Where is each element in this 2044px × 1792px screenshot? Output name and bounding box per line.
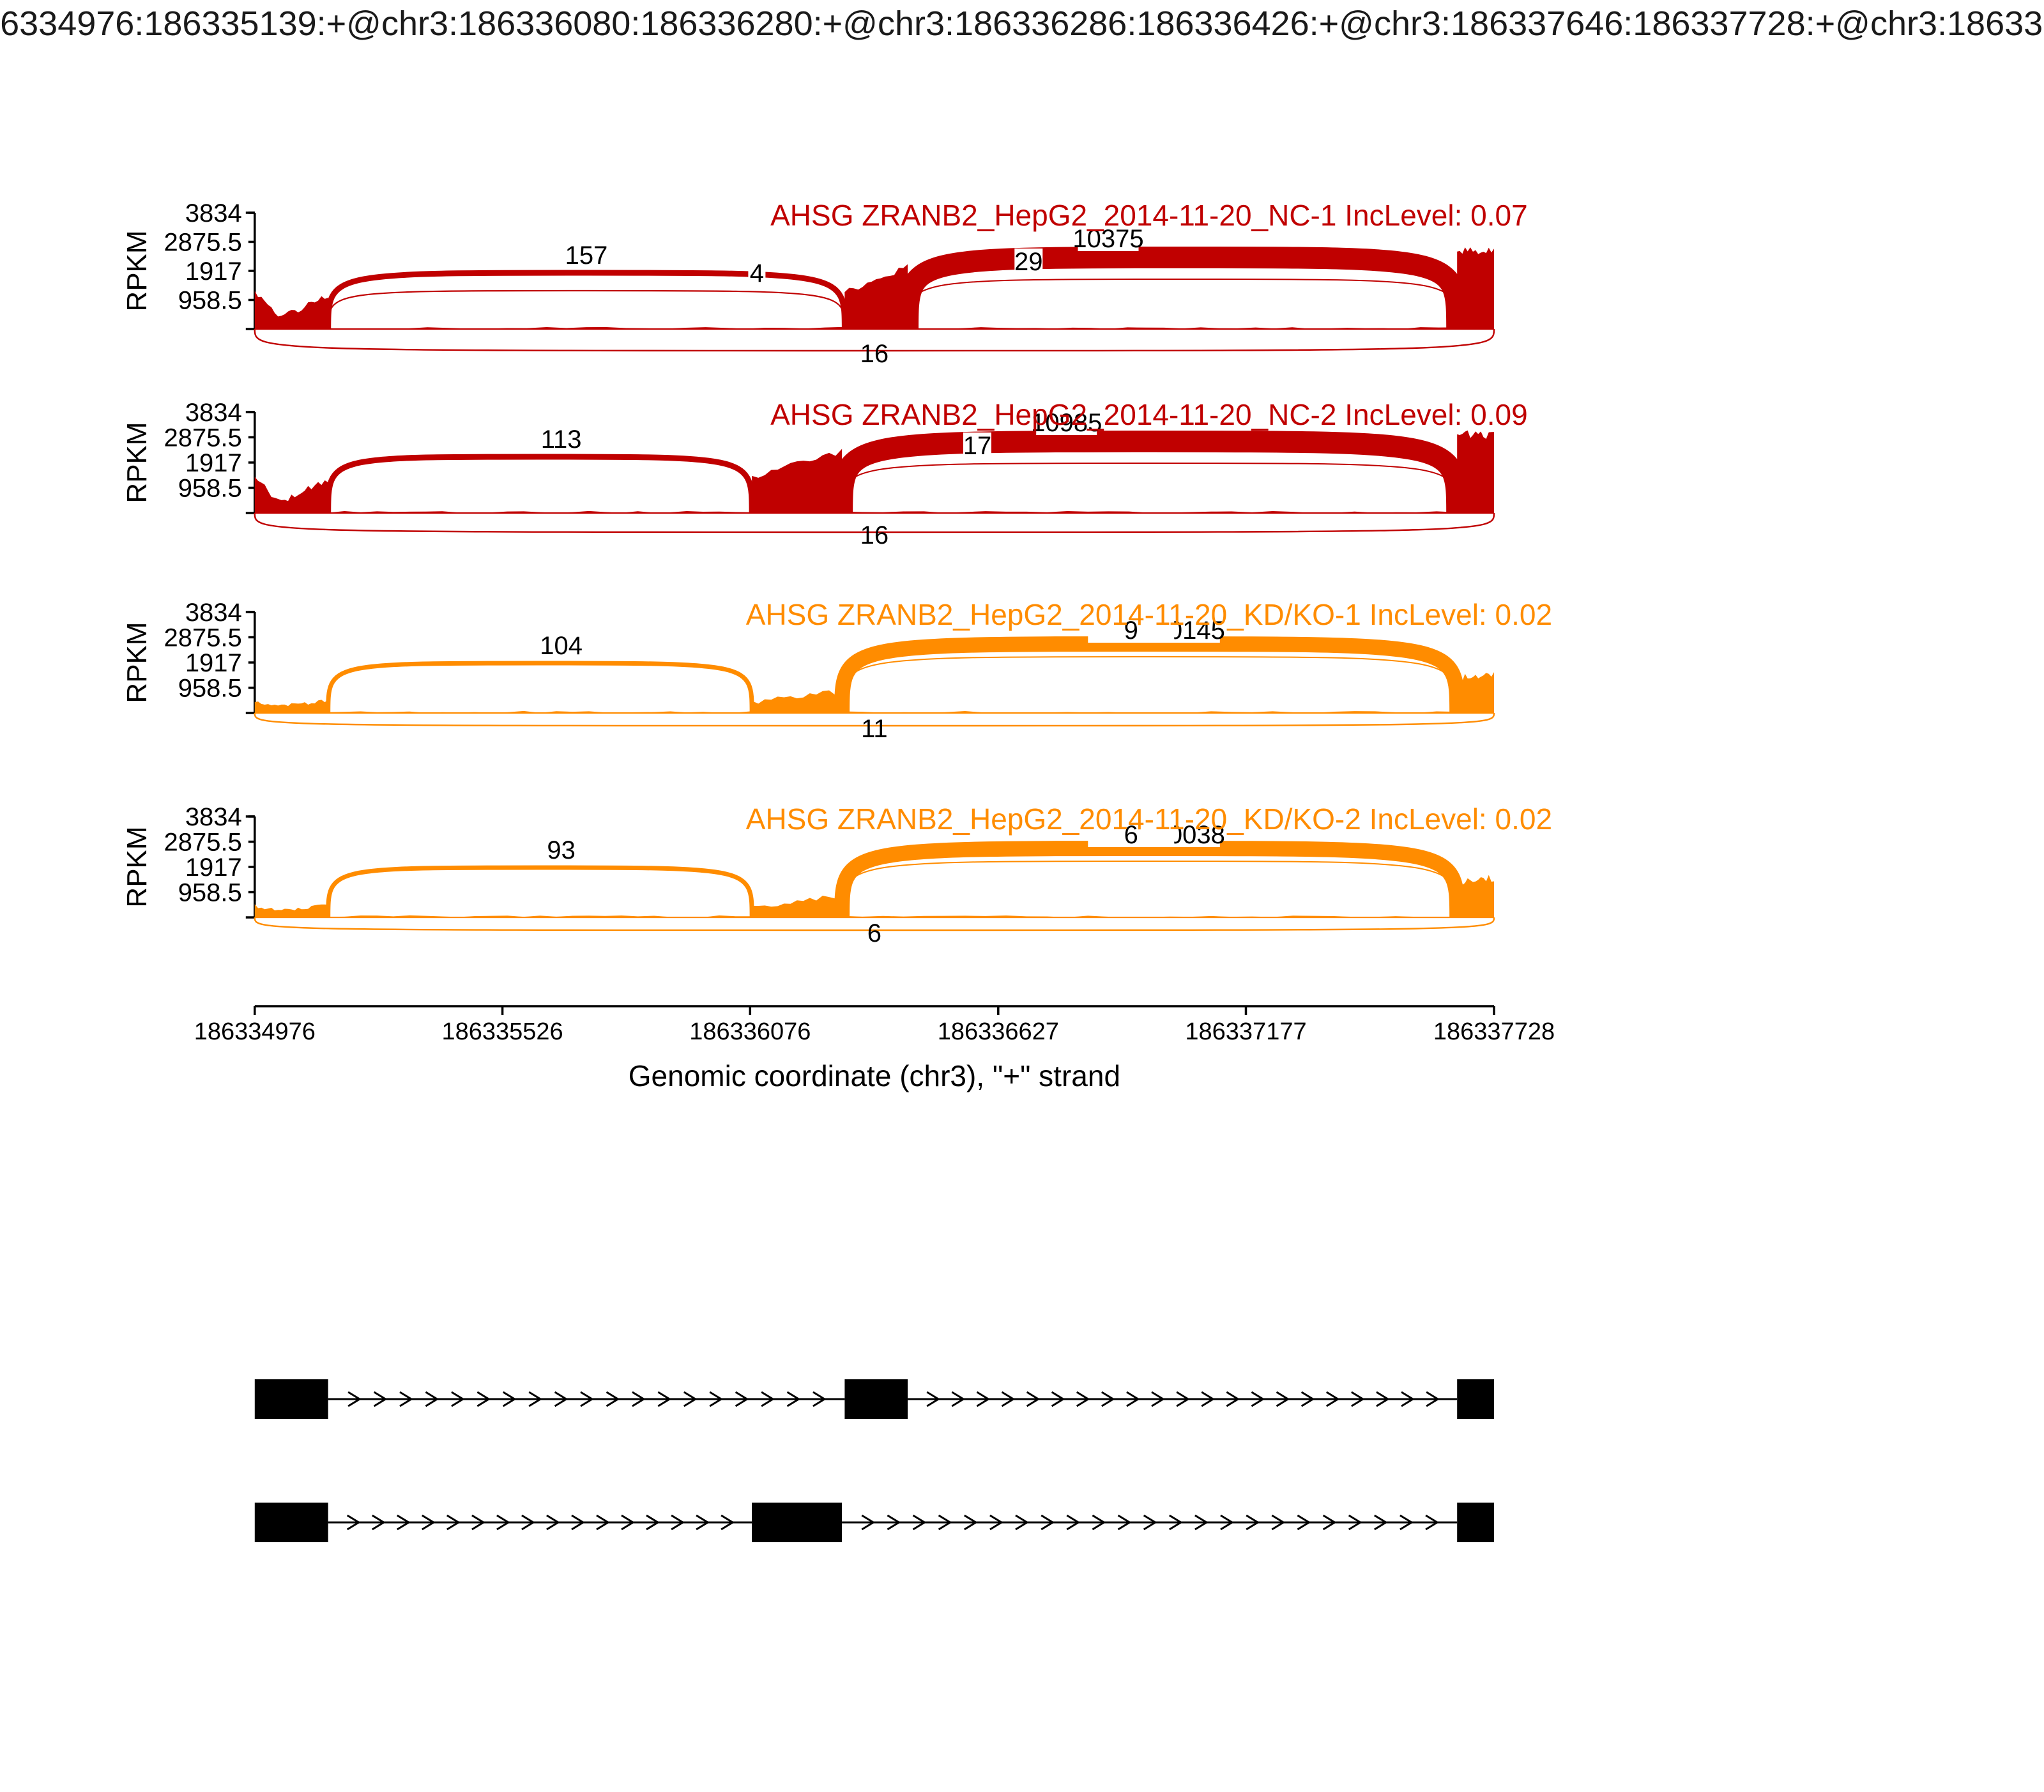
svg-text:186337728: 186337728 bbox=[1433, 1018, 1555, 1045]
svg-text:3834: 3834 bbox=[185, 399, 242, 427]
svg-text:AHSG ZRANB2_HepG2_2014-11-20_K: AHSG ZRANB2_HepG2_2014-11-20_KD/KO-2 Inc… bbox=[746, 802, 1552, 836]
svg-text:RPKM: RPKM bbox=[121, 230, 153, 311]
svg-text:4: 4 bbox=[750, 259, 764, 287]
svg-text:2875.5: 2875.5 bbox=[164, 624, 241, 652]
svg-text:1917: 1917 bbox=[185, 257, 242, 286]
svg-text:958.5: 958.5 bbox=[178, 475, 242, 503]
svg-text:186334976: 186334976 bbox=[194, 1018, 316, 1045]
svg-text:1917: 1917 bbox=[185, 854, 242, 882]
svg-text:113: 113 bbox=[541, 425, 582, 454]
svg-text:3834: 3834 bbox=[185, 803, 242, 831]
svg-text:chr3:186334976:186335139:+@chr: chr3:186334976:186335139:+@chr3:18633608… bbox=[0, 4, 2044, 43]
svg-text:2875.5: 2875.5 bbox=[164, 424, 241, 452]
svg-text:RPKM: RPKM bbox=[121, 826, 153, 907]
svg-text:186335526: 186335526 bbox=[441, 1018, 563, 1045]
svg-text:17: 17 bbox=[963, 432, 992, 460]
svg-text:3834: 3834 bbox=[185, 199, 242, 227]
svg-text:2875.5: 2875.5 bbox=[164, 829, 241, 857]
svg-text:RPKM: RPKM bbox=[121, 422, 153, 503]
svg-text:93: 93 bbox=[547, 836, 576, 864]
svg-text:958.5: 958.5 bbox=[178, 675, 242, 703]
svg-text:186336627: 186336627 bbox=[938, 1018, 1059, 1045]
svg-text:3834: 3834 bbox=[185, 599, 242, 627]
svg-text:16: 16 bbox=[860, 521, 889, 549]
svg-text:2875.5: 2875.5 bbox=[164, 229, 241, 257]
svg-text:104: 104 bbox=[540, 632, 583, 660]
svg-text:1917: 1917 bbox=[185, 449, 242, 477]
svg-text:958.5: 958.5 bbox=[178, 287, 242, 315]
svg-text:186337177: 186337177 bbox=[1185, 1018, 1306, 1045]
svg-text:1917: 1917 bbox=[185, 649, 242, 677]
svg-text:RPKM: RPKM bbox=[121, 622, 153, 703]
svg-text:AHSG ZRANB2_HepG2_2014-11-20_N: AHSG ZRANB2_HepG2_2014-11-20_NC-2 IncLev… bbox=[770, 398, 1528, 431]
svg-text:AHSG ZRANB2_HepG2_2014-11-20_N: AHSG ZRANB2_HepG2_2014-11-20_NC-1 IncLev… bbox=[770, 199, 1528, 232]
svg-text:958.5: 958.5 bbox=[178, 879, 242, 907]
svg-text:11: 11 bbox=[861, 715, 888, 743]
svg-text:6: 6 bbox=[867, 919, 881, 947]
svg-text:186336076: 186336076 bbox=[689, 1018, 811, 1045]
svg-text:AHSG ZRANB2_HepG2_2014-11-20_K: AHSG ZRANB2_HepG2_2014-11-20_KD/KO-1 Inc… bbox=[746, 598, 1552, 631]
svg-text:16: 16 bbox=[860, 340, 889, 368]
svg-text:29: 29 bbox=[1014, 248, 1043, 276]
svg-text:Genomic coordinate (chr3), "+": Genomic coordinate (chr3), "+" strand bbox=[629, 1059, 1120, 1092]
svg-text:157: 157 bbox=[565, 241, 608, 270]
